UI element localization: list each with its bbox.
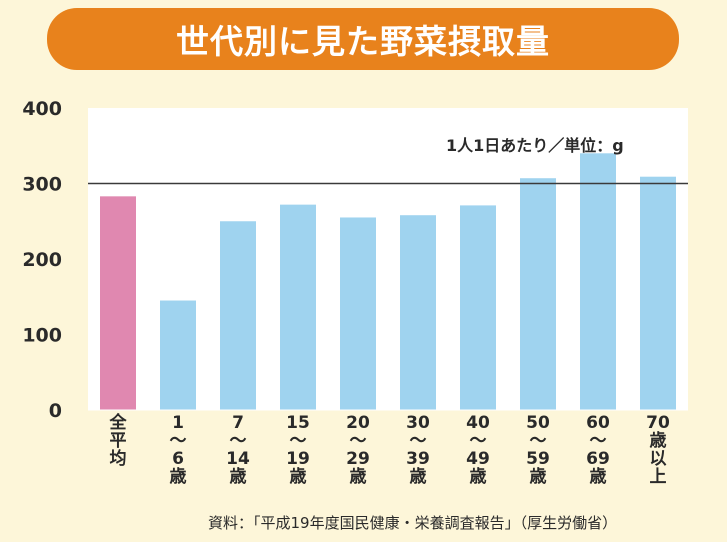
bar-6: [460, 205, 496, 410]
x-label-4-line-1: 〜: [350, 431, 367, 451]
bar-5: [400, 215, 436, 410]
x-label-5-line-0: 30: [406, 413, 430, 433]
x-label-8-line-0: 60: [586, 413, 610, 433]
x-label-2-line-3: 歳: [230, 466, 247, 487]
bar-1: [160, 300, 196, 410]
x-label-9-line-3: 上: [650, 467, 667, 487]
x-label-0-line-0: 全: [109, 412, 128, 433]
bars: [100, 153, 676, 411]
x-label-2-line-2: 14: [226, 449, 250, 469]
y-tick-label-300: 300: [22, 174, 62, 196]
y-tick-label-200: 200: [22, 249, 62, 271]
x-label-8-line-1: 〜: [590, 431, 607, 451]
x-label-2-line-1: 〜: [230, 431, 247, 451]
y-tick-label-100: 100: [22, 325, 62, 347]
x-label-8-line-3: 歳: [590, 466, 607, 487]
bar-3: [280, 204, 316, 410]
x-label-3-line-0: 15: [286, 413, 310, 433]
y-tick-label-0: 0: [49, 400, 62, 422]
x-label-7-line-1: 〜: [530, 431, 547, 451]
x-label-4-line-2: 29: [346, 449, 370, 469]
y-axis-ticks: 0 100 200 300 400: [22, 98, 62, 422]
x-label-4-line-3: 歳: [350, 466, 367, 487]
x-label-9-line-2: 以: [650, 449, 667, 469]
x-label-2-line-0: 7: [232, 413, 244, 433]
bar-0: [100, 196, 136, 410]
x-label-3-line-2: 19: [286, 449, 310, 469]
x-label-5-line-2: 39: [406, 449, 430, 469]
bar-9: [640, 176, 676, 410]
bar-4: [340, 217, 376, 410]
unit-note: 1人1日あたり／単位：g: [446, 136, 624, 155]
x-label-7-line-0: 50: [526, 413, 550, 433]
bar-8: [580, 153, 616, 411]
x-label-6-line-2: 49: [466, 449, 490, 469]
x-label-1-line-0: 1: [172, 413, 184, 433]
x-label-8-line-2: 69: [586, 449, 610, 469]
x-label-4-line-0: 20: [346, 413, 370, 433]
x-label-5-line-1: 〜: [410, 431, 427, 451]
x-label-3-line-3: 歳: [290, 466, 307, 487]
x-label-6-line-0: 40: [466, 413, 490, 433]
x-label-1-line-3: 歳: [170, 466, 187, 487]
x-label-3-line-1: 〜: [290, 431, 307, 451]
x-label-9-line-0: 70: [646, 413, 670, 433]
chart-title: 世代別に見た野菜摂取量: [47, 8, 679, 70]
y-tick-label-400: 400: [22, 98, 62, 120]
x-label-6-line-3: 歳: [470, 466, 487, 487]
bar-2: [220, 221, 256, 410]
source-note: 資料：「平成19年度国民健康・栄養調査報告」（厚生労働省）: [208, 514, 618, 532]
x-label-1-line-2: 6: [172, 449, 184, 469]
x-label-6-line-1: 〜: [470, 431, 487, 451]
x-label-0-line-1: 平: [110, 431, 127, 451]
x-label-1-line-1: 〜: [170, 431, 187, 451]
x-axis-labels: 全平均1〜6歳7〜14歳15〜19歳20〜29歳30〜39歳40〜49歳50〜5…: [109, 412, 670, 487]
x-label-7-line-2: 59: [526, 449, 550, 469]
x-label-7-line-3: 歳: [530, 466, 547, 487]
x-label-5-line-3: 歳: [410, 466, 427, 487]
x-label-0-line-2: 均: [110, 448, 127, 469]
x-label-9-line-1: 歳: [650, 430, 667, 451]
bar-7: [520, 178, 556, 410]
